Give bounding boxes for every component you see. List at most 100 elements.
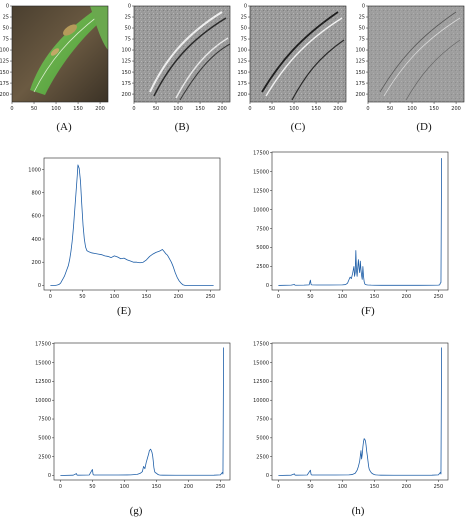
leaf-lesion	[50, 48, 60, 56]
y-tick-label: 7500	[38, 417, 51, 423]
image-frame	[367, 5, 465, 103]
histogram-f: 0 50 100 150 200 2500250050007500100001250015…	[253, 150, 449, 300]
y-tick-label: 50	[125, 26, 131, 32]
plot-frame	[53, 342, 231, 481]
y-tick-label: 2500	[256, 264, 269, 270]
x-tick-label: 200	[184, 484, 194, 490]
edge-highlight	[175, 37, 229, 99]
x-tick-label: 0	[277, 294, 280, 300]
y-tick-label: 0	[266, 473, 269, 479]
plot-frame	[271, 151, 449, 291]
y-tick-label: 15000	[253, 169, 269, 175]
x-tick-label: 200	[402, 484, 412, 490]
x-tick-label: 50	[307, 294, 313, 300]
image-axis-ticks: 0 50 100 150 200 0 25 50 75 100 125 150 175 200 0 50 100…	[0, 4, 461, 112]
x-tick-label: 100	[51, 106, 61, 112]
histogram-line	[278, 158, 442, 286]
y-tick-label: 0	[38, 283, 41, 289]
y-tick-label: 100	[121, 48, 131, 54]
image-frame	[11, 5, 109, 103]
y-tick-label: 0	[244, 4, 247, 10]
caption-d: (D)	[416, 121, 432, 133]
y-tick-label: 0	[128, 4, 131, 10]
y-tick-label: 600	[31, 214, 41, 220]
x-tick-label: 250	[434, 484, 444, 490]
y-tick-label: 175	[121, 81, 131, 87]
y-tick-label: 100	[355, 48, 365, 54]
x-tick-label: 200	[174, 294, 184, 300]
x-tick-label: 250	[206, 294, 216, 300]
y-tick-label: 17500	[253, 150, 269, 156]
x-tick-label: 50	[79, 294, 85, 300]
y-tick-label: 12500	[253, 188, 269, 194]
caption-g: (g)	[130, 505, 143, 517]
x-tick-label: 100	[338, 294, 348, 300]
y-tick-label: 75	[241, 37, 247, 43]
x-tick-label: 0	[132, 106, 135, 112]
background-leaf	[90, 6, 108, 50]
y-tick-label: 17500	[253, 341, 269, 347]
y-tick-label: 17500	[35, 341, 51, 347]
edge-highlight	[149, 11, 223, 93]
edge-trace	[379, 11, 457, 93]
y-tick-label: 800	[31, 190, 41, 196]
x-tick-label: 150	[142, 294, 152, 300]
y-tick-label: 75	[359, 37, 365, 43]
y-tick-label: 7500	[256, 226, 269, 232]
y-tick-label: 150	[0, 70, 9, 76]
x-tick-label: 0	[59, 484, 62, 490]
x-tick-label: 50	[89, 484, 95, 490]
x-tick-label: 50	[31, 106, 37, 112]
y-tick-label: 5000	[256, 436, 269, 442]
edge-shadow	[261, 11, 339, 93]
caption-e: (E)	[117, 305, 131, 317]
x-tick-label: 0	[366, 106, 369, 112]
y-tick-label: 150	[121, 70, 131, 76]
y-tick-label: 5000	[38, 436, 51, 442]
y-tick-label: 10000	[253, 207, 269, 213]
y-tick-label: 175	[355, 81, 365, 87]
x-tick-label: 0	[277, 484, 280, 490]
x-tick-label: 50	[387, 106, 393, 112]
y-tick-label: 0	[6, 4, 9, 10]
x-tick-label: 150	[370, 484, 380, 490]
caption-f: (F)	[361, 305, 375, 317]
x-tick-label: 150	[429, 106, 439, 112]
x-tick-label: 0	[248, 106, 251, 112]
y-tick-label: 125	[0, 59, 9, 65]
y-tick-label: 0	[266, 283, 269, 289]
histogram-line	[60, 347, 224, 476]
x-tick-label: 200	[402, 294, 412, 300]
image-panel-c	[249, 5, 347, 103]
image-panel-d	[367, 5, 465, 103]
y-tick-label: 0	[48, 473, 51, 479]
x-tick-label: 0	[49, 294, 52, 300]
x-tick-label: 150	[152, 484, 162, 490]
y-tick-label: 100	[237, 48, 247, 54]
x-tick-label: 150	[195, 106, 205, 112]
y-tick-label: 100	[0, 48, 9, 54]
y-tick-label: 2500	[38, 454, 51, 460]
y-tick-label: 200	[0, 92, 9, 98]
image-panel-a	[11, 5, 109, 103]
x-tick-label: 50	[307, 484, 313, 490]
x-tick-label: 200	[95, 106, 105, 112]
image-frame	[133, 5, 231, 103]
plot-frame	[43, 157, 221, 291]
x-tick-label: 100	[110, 294, 120, 300]
histogram-line	[50, 164, 214, 286]
y-tick-label: 50	[3, 26, 9, 32]
leaf-midrib	[33, 15, 99, 93]
x-tick-label: 50	[153, 106, 159, 112]
x-tick-label: 100	[407, 106, 417, 112]
x-tick-label: 0	[10, 106, 13, 112]
y-tick-label: 175	[0, 81, 9, 87]
x-tick-label: 200	[333, 106, 343, 112]
x-tick-label: 150	[370, 294, 380, 300]
y-tick-label: 0	[362, 4, 365, 10]
y-tick-label: 150	[237, 70, 247, 76]
y-tick-label: 15000	[253, 360, 269, 366]
y-tick-label: 200	[121, 92, 131, 98]
y-tick-label: 15000	[35, 360, 51, 366]
leaf-blade	[30, 11, 102, 95]
